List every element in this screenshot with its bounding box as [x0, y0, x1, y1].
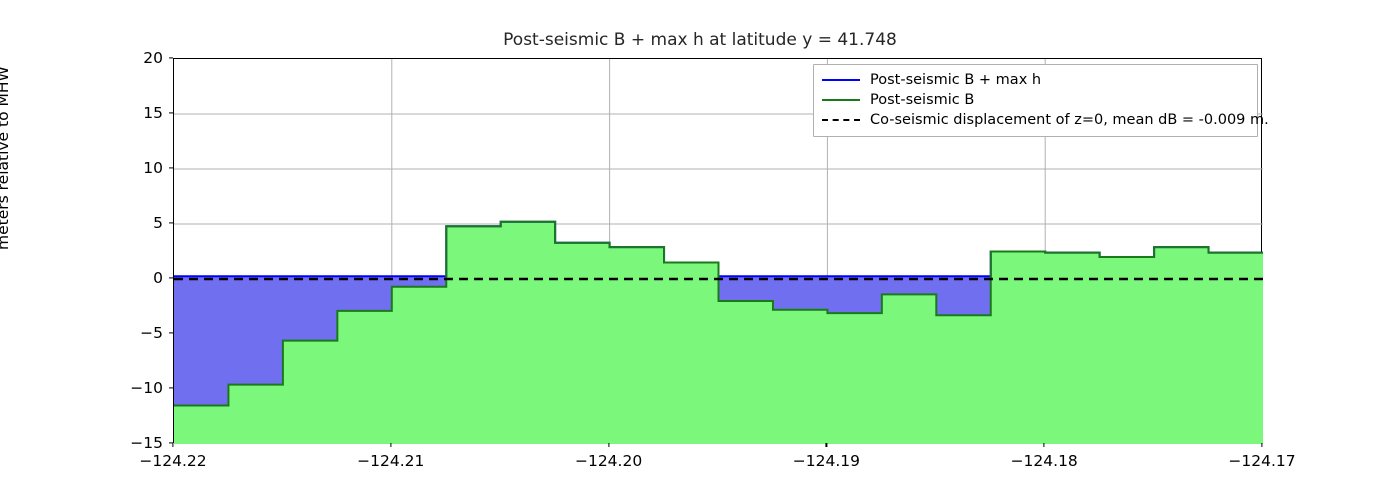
y-tick-label: −15	[130, 434, 163, 452]
legend-line-swatch-1	[822, 94, 860, 106]
legend-label-0: Post-seismic B + max h	[870, 72, 1042, 88]
legend-dash-swatch-2	[822, 114, 860, 126]
legend-entry-2: Co-seismic displacement of z=0, mean dB …	[822, 110, 1269, 130]
legend-label-1: Post-seismic B	[870, 92, 975, 108]
x-tick-label: −124.20	[574, 452, 643, 470]
y-tick-label: 15	[143, 104, 163, 122]
legend-label-2: Co-seismic displacement of z=0, mean dB …	[870, 112, 1269, 128]
series-line-postseismic-b	[174, 220, 1263, 407]
legend-entry-0: Post-seismic B + max h	[822, 70, 1249, 90]
x-tick-label: −124.19	[792, 452, 861, 470]
y-axis-label: meters relative to MHW	[0, 66, 12, 250]
x-tick-label: −124.18	[1010, 452, 1078, 470]
y-tick-label: 20	[143, 49, 163, 67]
x-tick-label: −124.22	[139, 452, 207, 470]
y-tick-label: −10	[130, 379, 163, 397]
y-tick-label: 5	[153, 214, 163, 232]
y-tick-label: −5	[140, 324, 163, 342]
y-tick-label: 10	[143, 159, 163, 177]
y-tick-label: 0	[153, 269, 163, 287]
legend-line-swatch-0	[822, 74, 860, 86]
chart-title: Post-seismic B + max h at latitude y = 4…	[503, 30, 897, 50]
legend-entry-1: Post-seismic B	[822, 90, 1249, 110]
chart-legend: Post-seismic B + max h Post-seismic B Co…	[813, 64, 1269, 137]
x-tick-label: −124.17	[1228, 452, 1296, 470]
x-tick-label: −124.21	[357, 452, 425, 470]
